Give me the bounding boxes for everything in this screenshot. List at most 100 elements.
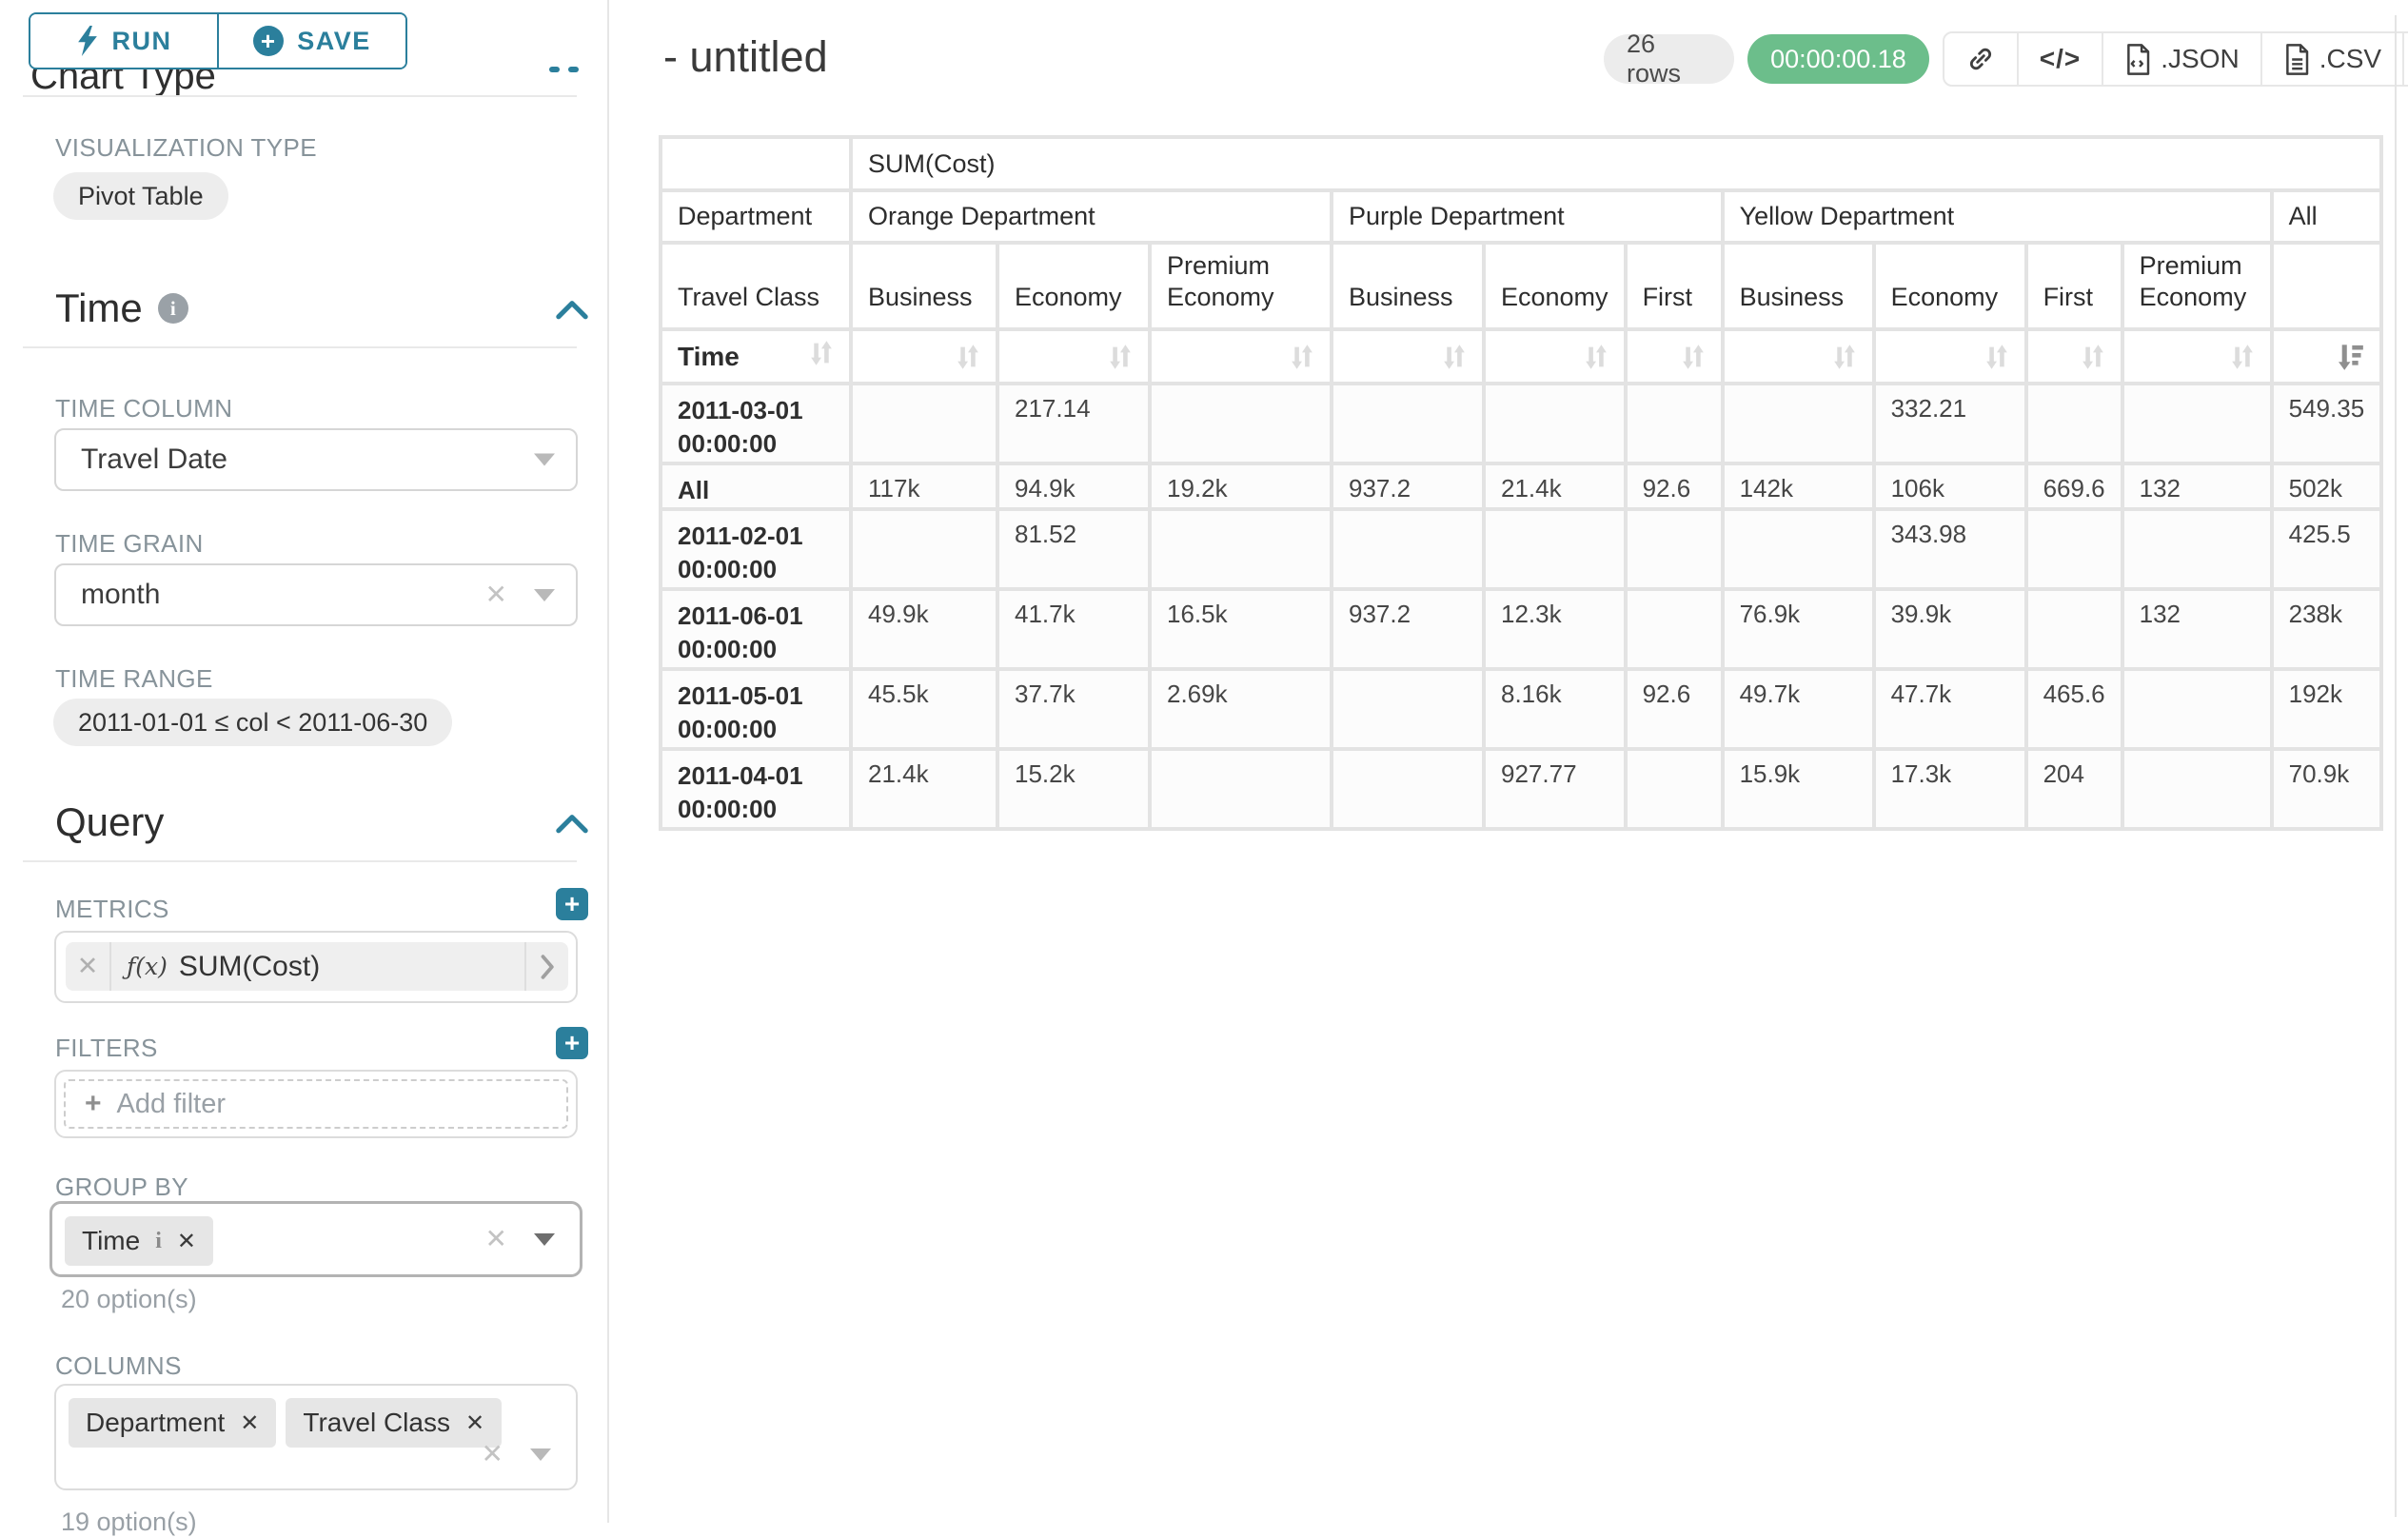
pivot-value-cell: 49.9k [849,587,999,672]
sort-toggle-icon[interactable] [1984,343,2009,371]
control-panel: Chart Type RUN + SAVE VISUALIZATION TYPE… [0,0,609,1536]
info-icon[interactable]: i [155,1228,162,1253]
table-row: 2011-02-01 00:00:00 81.52 343.98 425.5 [659,507,2384,592]
sort-desc-icon[interactable] [2336,343,2364,371]
sort-cell[interactable] [996,327,1152,385]
pivot-value-cell: 70.9k [2269,747,2384,832]
time-range-pill[interactable]: 2011-01-01 ≤ col < 2011-06-30 [53,699,453,746]
time-axis-cell[interactable]: Time [659,327,853,385]
pivot-value-cell [2120,507,2274,592]
info-icon[interactable]: i [157,293,188,324]
remove-metric-icon[interactable]: ✕ [66,942,111,991]
sort-toggle-icon[interactable] [1832,343,1857,371]
pivot-row-header: 2011-03-01 00:00:00 [659,382,853,465]
more-options-button[interactable] [2402,33,2408,85]
viz-type-pill[interactable]: Pivot Table [53,172,228,220]
sort-cell[interactable] [2120,327,2274,385]
clear-icon[interactable]: ✕ [481,1439,503,1468]
scrollbar-track[interactable] [2395,15,2397,1517]
sort-toggle-icon[interactable] [1442,343,1467,371]
pivot-value-cell: 37.7k [996,667,1152,752]
add-filter-plus-button[interactable]: + [556,1027,588,1059]
query-section-header[interactable]: Query [55,799,164,845]
sort-cell[interactable] [1148,327,1333,385]
pivot-value-cell [1482,507,1628,592]
chip-travel-class[interactable]: Travel Class ✕ [286,1398,503,1448]
remove-chip-icon[interactable]: ✕ [240,1409,260,1436]
sort-toggle-icon[interactable] [1584,343,1609,371]
pivot-table: SUM(Cost) Department Orange Department Pu… [659,135,2384,832]
sort-toggle-icon[interactable] [1108,343,1133,371]
pivot-value-cell: 217.14 [996,382,1152,465]
export-json-button[interactable]: .JSON [2102,33,2260,85]
sort-cell[interactable] [2023,327,2124,385]
chip-department[interactable]: Department ✕ [69,1398,277,1448]
clear-icon[interactable]: ✕ [484,580,507,609]
chip-time[interactable]: Time i ✕ [65,1216,213,1266]
save-button[interactable]: + SAVE [217,14,405,68]
expand-metric-caret[interactable] [524,942,568,991]
chevron-up-icon[interactable] [556,813,588,834]
pivot-row-header: All [659,461,853,512]
time-axis-label: Time [678,341,740,371]
remove-chip-icon[interactable]: ✕ [464,1409,485,1436]
sort-toggle-icon[interactable] [1290,343,1314,371]
pivot-value-cell: 669.6 [2023,461,2124,512]
pivot-value-cell: 927.77 [1482,747,1628,832]
sort-cell[interactable] [1482,327,1628,385]
pivot-value-cell: 937.2 [1330,587,1486,672]
class-header: First [2023,241,2124,331]
sort-toggle-icon[interactable] [1681,343,1706,371]
divider [23,860,577,862]
group-by-select[interactable]: Time i ✕ ✕ [49,1201,582,1277]
metric-chip[interactable]: ✕ ƒ(x) SUM(Cost) [66,942,568,991]
chevron-down-icon[interactable] [530,1448,551,1461]
pivot-value-cell [849,507,999,592]
pivot-value-cell [1330,382,1486,465]
clear-icon[interactable]: ✕ [484,1224,507,1253]
add-metric-button[interactable]: + [556,888,588,920]
chevron-down-icon[interactable] [534,588,555,601]
sort-toggle-icon[interactable] [2081,343,2105,371]
class-header: Economy [1871,241,2028,331]
travel-class-axis-label: Travel Class [659,241,853,331]
sort-cell[interactable] [1330,327,1486,385]
group-by-chips: Time i ✕ [65,1216,213,1266]
sort-toggle-icon[interactable] [956,343,980,371]
export-csv-button[interactable]: .CSV [2260,33,2402,85]
query-section-title: Query [55,799,165,844]
pivot-value-cell [1623,747,1725,832]
chevron-down-icon[interactable] [534,1232,555,1246]
pivot-value-cell: 92.6 [1623,461,1725,512]
time-grain-select[interactable]: month ✕ [54,563,578,626]
time-column-select[interactable]: Travel Date [54,428,578,491]
columns-select[interactable]: Department ✕ Travel Class ✕ ✕ [54,1384,578,1490]
sort-cell[interactable] [1720,327,1876,385]
sort-cell[interactable] [1623,327,1725,385]
pivot-value-cell [1148,747,1333,832]
divider [23,95,577,97]
view-query-button[interactable]: </> [2016,33,2102,85]
pivot-value-cell: 12.3k [1482,587,1628,672]
chevron-up-icon[interactable] [556,299,588,320]
csv-file-icon [2285,43,2308,75]
time-section-header[interactable]: Time i [55,286,188,331]
sort-cell[interactable] [849,327,999,385]
run-button[interactable]: RUN [30,14,217,68]
sort-toggle-icon[interactable] [2230,343,2255,371]
chevron-down-icon[interactable] [534,453,555,466]
divider [23,346,577,348]
pivot-row-header: 2011-04-01 00:00:00 [659,747,853,832]
clipped-icon-fragment [568,67,579,72]
sort-cell[interactable] [2269,327,2384,385]
add-filter-button[interactable]: + Add filter [64,1079,568,1129]
share-link-button[interactable] [1944,33,2017,85]
class-header: Economy [996,241,1152,331]
sort-toggle-icon[interactable] [809,339,834,367]
page-title[interactable]: - untitled [663,32,828,81]
sort-cell[interactable] [1871,327,2028,385]
pivot-value-cell [2023,382,2124,465]
pivot-value-cell: 192k [2269,667,2384,752]
remove-chip-icon[interactable]: ✕ [176,1228,196,1254]
